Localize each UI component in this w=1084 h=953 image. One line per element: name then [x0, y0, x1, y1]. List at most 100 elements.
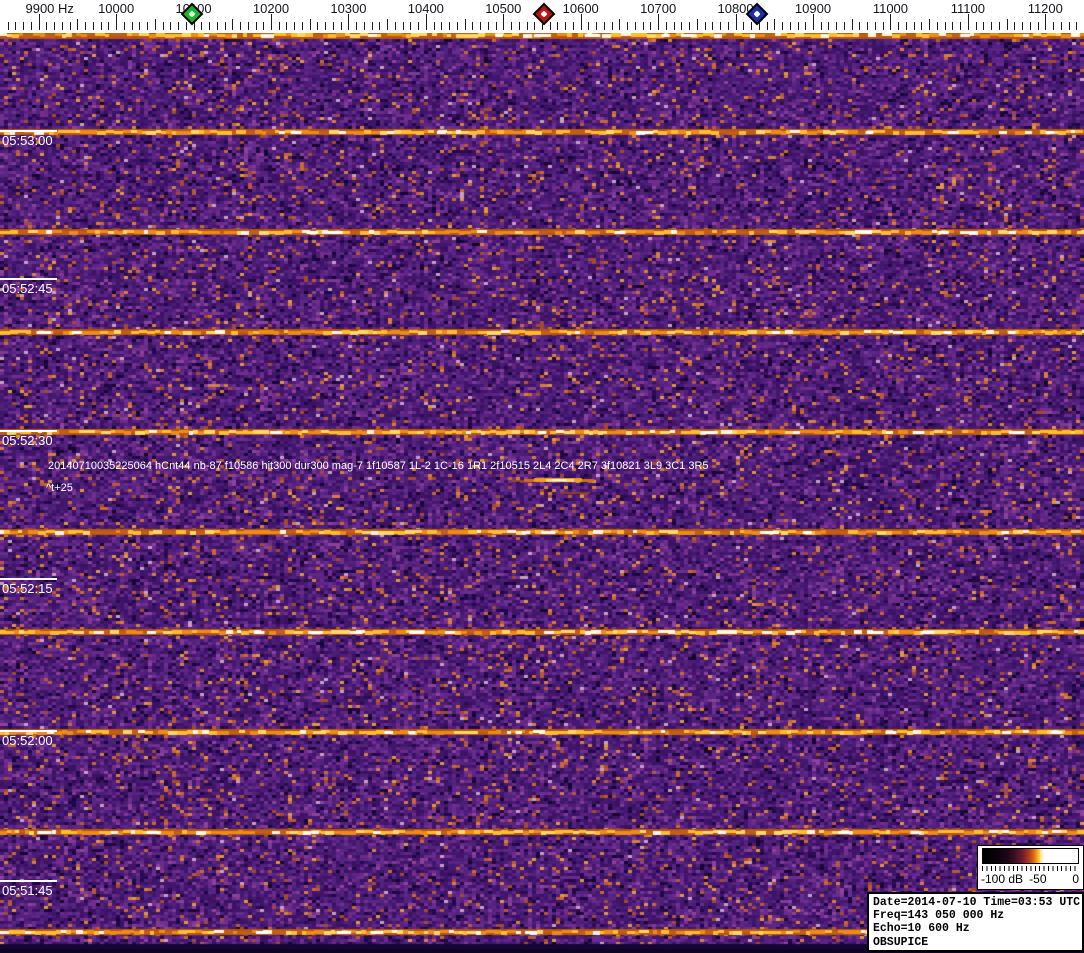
frequency-tick	[782, 22, 784, 30]
frequency-tick	[464, 19, 466, 30]
frequency-tick	[712, 22, 714, 30]
frequency-tick	[154, 19, 156, 30]
frequency-tick	[263, 22, 265, 30]
frequency-tick	[449, 22, 451, 30]
frequency-tick	[813, 14, 814, 30]
frequency-tick	[797, 22, 799, 30]
frequency-tick	[271, 14, 272, 30]
time-tick	[0, 880, 57, 882]
frequency-tick	[309, 19, 311, 30]
time-offset-annotation: ^t+25	[46, 482, 73, 494]
frequency-tick	[929, 19, 931, 30]
frequency-tick	[689, 22, 691, 30]
legend-label-max: 0	[1072, 872, 1079, 886]
frequency-tick	[441, 22, 443, 30]
frequency-tick	[23, 22, 25, 30]
frequency-tick	[673, 22, 675, 30]
frequency-tick	[240, 22, 242, 30]
frequency-tick	[1053, 22, 1055, 30]
frequency-tick	[921, 22, 923, 30]
frequency-tick	[108, 22, 110, 30]
frequency-tick	[758, 22, 760, 30]
frequency-tick	[185, 22, 187, 30]
frequency-tick	[131, 22, 133, 30]
frequency-tick	[116, 14, 118, 30]
time-label: 05:52:15	[2, 581, 53, 596]
frequency-tick	[882, 22, 884, 30]
frequency-tick	[15, 22, 17, 30]
frequency-tick	[843, 22, 845, 30]
time-label: 05:52:00	[2, 733, 53, 748]
frequency-tick	[913, 22, 915, 30]
frequency-tick	[696, 19, 698, 30]
frequency-tick	[294, 22, 296, 30]
info-line: OBSUPICE	[873, 935, 929, 949]
frequency-tick	[619, 19, 621, 30]
frequency-tick-label: 10200	[252, 1, 290, 16]
detection-annotation: 20140710035225064 hCnt44 nb-87 f10586 hi…	[48, 460, 709, 472]
frequency-tick	[952, 22, 954, 30]
frequency-tick	[162, 22, 164, 30]
frequency-tick	[828, 22, 830, 30]
frequency-tick	[30, 22, 32, 30]
frequency-tick-label: 10700	[640, 1, 677, 16]
frequency-tick-label: 10600	[562, 1, 599, 16]
frequency-tick	[286, 22, 288, 30]
frequency-tick	[905, 22, 907, 30]
frequency-tick	[317, 22, 319, 30]
frequency-tick	[363, 22, 365, 30]
frequency-tick	[139, 22, 141, 30]
legend-labels: -100 dB -50 0	[978, 872, 1083, 888]
frequency-tick	[518, 22, 520, 30]
red-marker-dot	[540, 10, 548, 18]
frequency-tick	[433, 22, 435, 30]
frequency-tick	[216, 22, 218, 30]
frequency-tick	[1014, 22, 1016, 30]
time-tick	[0, 730, 57, 732]
frequency-tick	[766, 22, 768, 30]
frequency-tick-label: 10400	[407, 1, 444, 16]
frequency-tick	[301, 22, 303, 30]
frequency-tick	[1006, 19, 1008, 30]
frequency-tick	[867, 22, 869, 30]
frequency-tick	[92, 22, 94, 30]
frequency-tick	[69, 22, 71, 30]
frequency-tick	[805, 22, 807, 30]
frequency-tick	[418, 22, 420, 30]
frequency-tick	[944, 22, 946, 30]
frequency-tick	[998, 22, 1000, 30]
frequency-tick-label: 10500	[485, 1, 522, 16]
frequency-tick	[1037, 22, 1039, 30]
green-marker-dot	[188, 10, 196, 18]
frequency-tick-label: 11100	[950, 1, 985, 16]
frequency-tick	[874, 22, 876, 30]
frequency-tick	[936, 22, 938, 30]
frequency-tick	[1068, 22, 1070, 30]
frequency-tick	[495, 22, 497, 30]
frequency-tick	[255, 22, 257, 30]
frequency-tick	[960, 22, 962, 30]
frequency-tick	[178, 22, 180, 30]
frequency-tick	[596, 22, 598, 30]
frequency-tick	[975, 22, 977, 30]
frequency-tick	[325, 22, 327, 30]
legend-label-mid: -50	[1029, 872, 1047, 886]
frequency-tick	[387, 19, 389, 30]
frequency-tick	[201, 22, 203, 30]
info-line: Date=2014-07-10 Time=03:53 UTC	[873, 896, 1081, 909]
frequency-tick	[634, 22, 636, 30]
frequency-tick	[456, 22, 458, 30]
frequency-tick	[348, 14, 350, 30]
time-label: 05:53:00	[2, 133, 53, 148]
frequency-tick	[332, 22, 334, 30]
frequency-tick	[720, 22, 722, 30]
frequency-tick-label: 10300	[330, 1, 367, 16]
frequency-tick	[983, 22, 985, 30]
observation-info-box: Date=2014-07-10 Time=03:53 UTC Freq=143 0…	[867, 892, 1084, 952]
frequency-tick	[487, 22, 489, 30]
frequency-tick	[472, 22, 474, 30]
frequency-tick	[665, 22, 667, 30]
blue-marker-dot	[753, 10, 761, 18]
db-color-scale: -100 dB -50 0	[977, 845, 1084, 890]
frequency-tick	[480, 22, 482, 30]
